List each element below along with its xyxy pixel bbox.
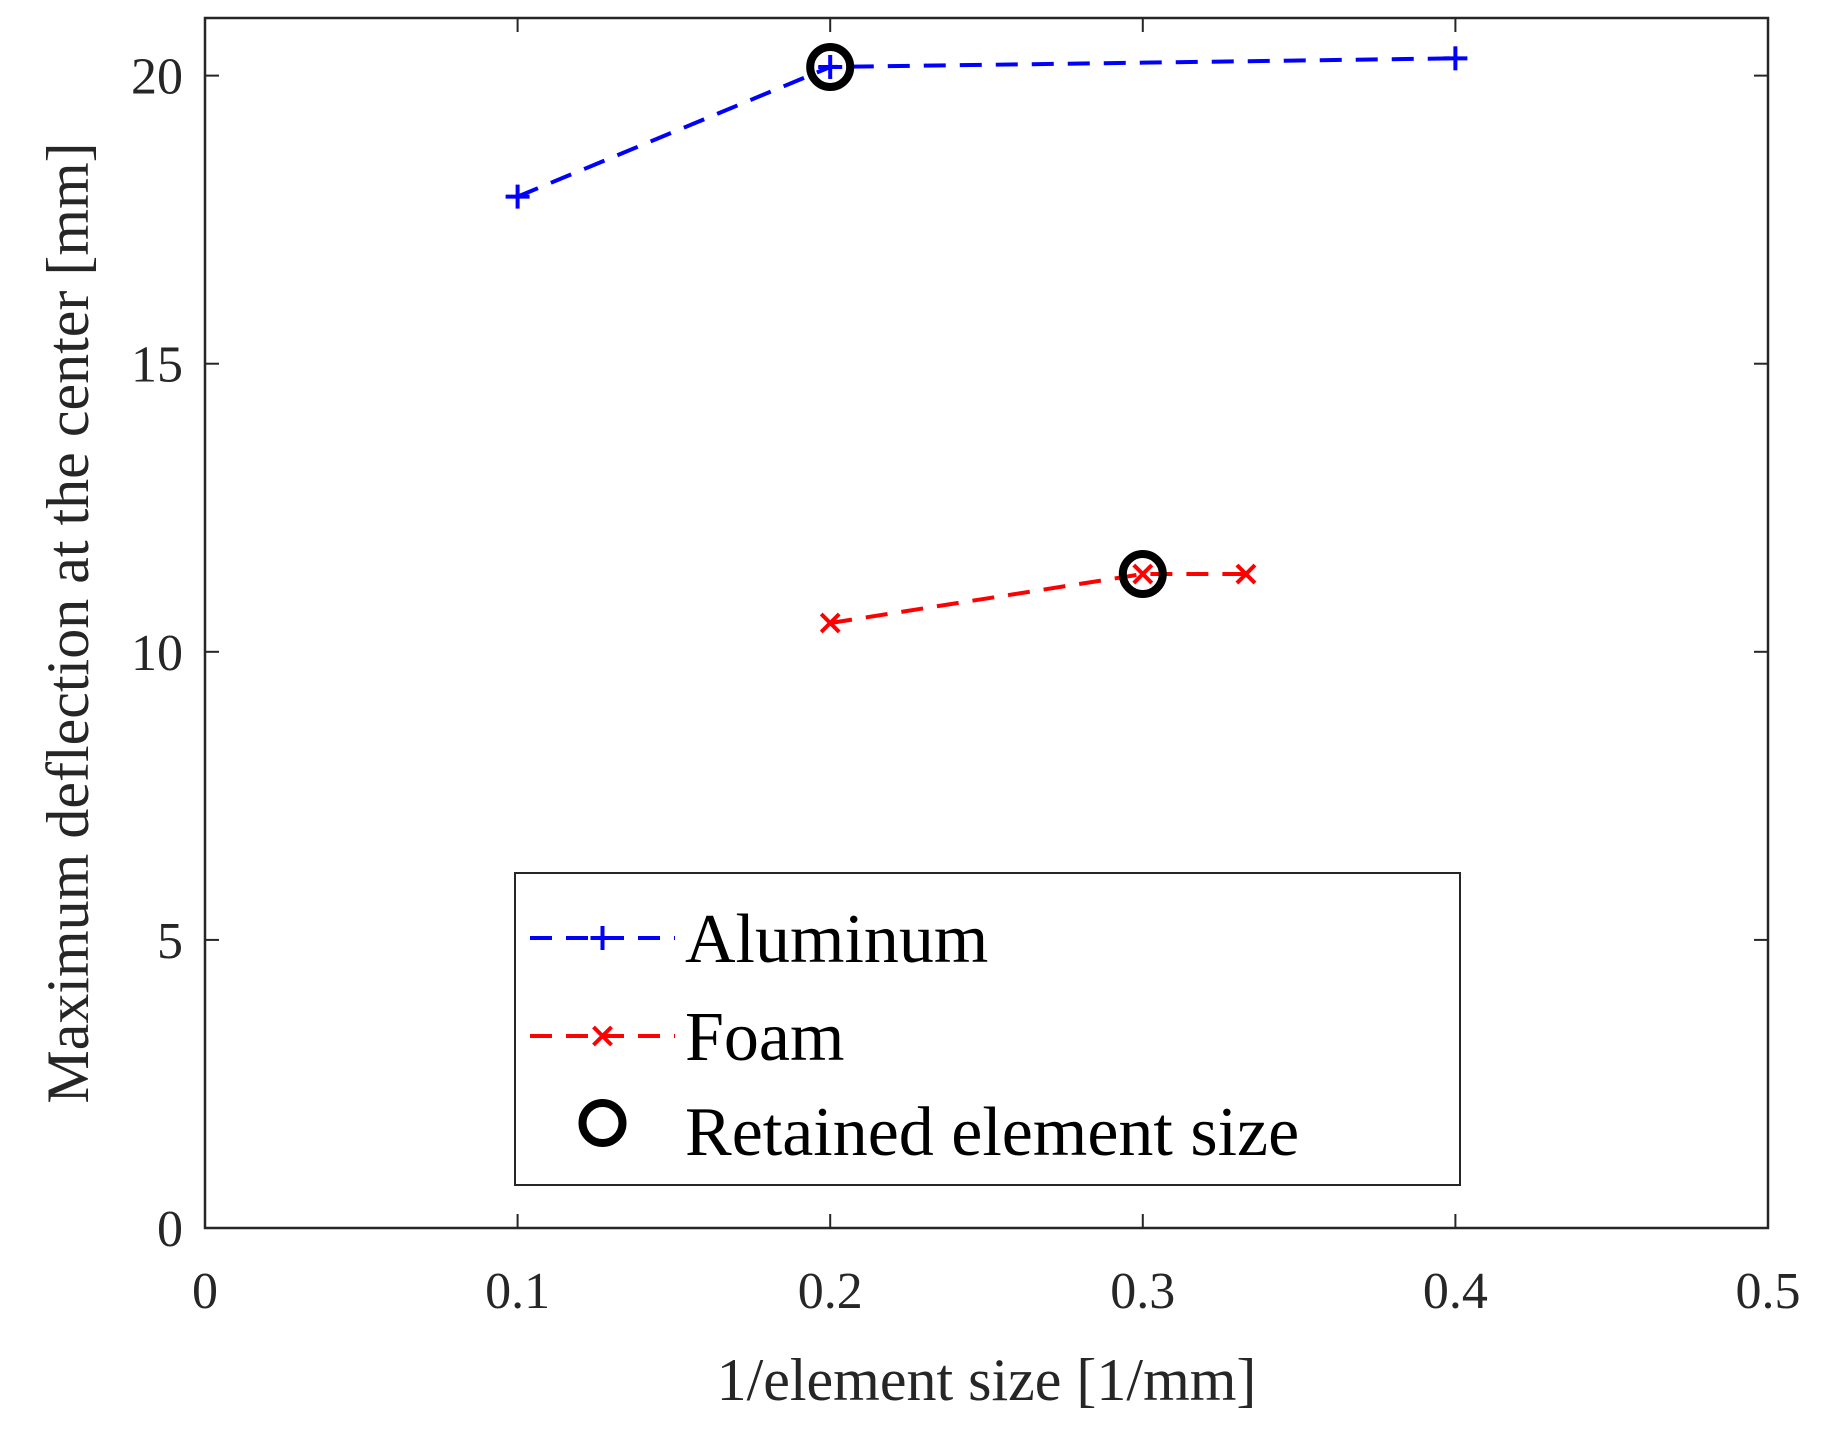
x-tick-label: 0.2 [798,1263,863,1320]
x-tick-label: 0 [192,1263,218,1320]
retained-point-1 [1118,550,1167,599]
data-point-aluminum-1 [818,54,843,79]
x-axis-label: 1/element size [1/mm] [717,1347,1257,1413]
y-tick-label: 10 [131,625,183,682]
x-tick-label: 0.1 [485,1263,550,1320]
retained-point-0 [806,42,855,91]
legend-marker-sample [590,926,615,950]
legend-label-retained: Retained element size [685,1094,1299,1171]
legend-marker-sample [592,1025,613,1047]
data-point-foam-1 [1132,563,1154,585]
x-tick-label: 0.3 [1110,1263,1175,1320]
y-tick-label: 5 [157,913,183,970]
legend: Aluminum Foam Retained element size [514,872,1461,1186]
y-tick-label: 0 [157,1201,183,1258]
highlight-layer [806,42,1167,599]
data-point-foam-0 [819,612,841,634]
data-point-aluminum-0 [505,184,530,209]
data-point-foam-2 [1235,563,1257,585]
x-tick-label: 0.4 [1423,1263,1488,1320]
y-tick-label: 15 [131,337,183,394]
series-layer [505,46,1468,634]
legend-entry-foam [530,1025,675,1047]
legend-label-foam: Foam [685,999,844,1076]
legend-label-aluminum: Aluminum [685,901,988,978]
legend-entry-retained [578,1099,627,1147]
x-tick-label: 0.5 [1736,1263,1801,1320]
y-axis-label: Maximum deflection at the center [mm] [35,142,101,1103]
legend-marker-retained [578,1099,627,1147]
ticks-layer: 0 0.1 0.2 0.3 0.4 0.5 0 5 10 15 20 [131,18,1801,1320]
legend-box [514,872,1461,1186]
data-point-aluminum-2 [1443,46,1468,71]
y-tick-label: 20 [131,49,183,106]
legend-entry-aluminum [530,926,675,950]
